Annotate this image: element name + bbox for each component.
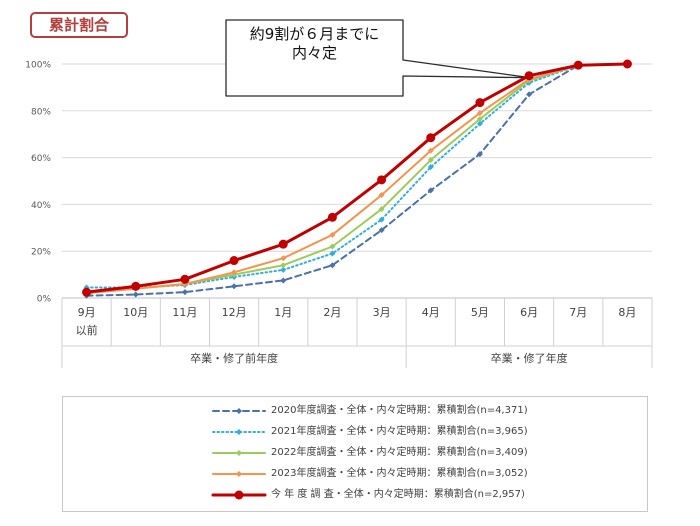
data-point	[229, 256, 239, 266]
data-point	[280, 277, 287, 284]
legend-label: 2022年度調査・全体・内々定時期：累積割合(n=3,409)	[271, 447, 528, 458]
data-point	[427, 147, 434, 154]
legend-swatch	[212, 471, 266, 477]
y-tick-label: 100%	[25, 61, 51, 71]
data-point	[132, 291, 139, 298]
x-tick-label: 2月	[323, 306, 341, 319]
x-tick-label: 8月	[618, 306, 636, 319]
callout-bubble	[225, 19, 531, 97]
data-point	[378, 192, 385, 199]
data-point	[82, 287, 92, 297]
y-tick-label: 20%	[31, 248, 51, 258]
data-point	[378, 216, 385, 223]
series-line	[85, 63, 629, 289]
data-point	[329, 243, 336, 250]
data-point	[524, 71, 534, 81]
data-point	[327, 212, 337, 222]
x-tick-label: 6月	[520, 306, 538, 319]
series-line	[85, 63, 629, 295]
series-line	[85, 63, 629, 297]
legend-swatch-marker	[236, 408, 242, 414]
data-point	[131, 281, 141, 291]
data-point	[427, 187, 434, 194]
data-point	[526, 91, 533, 98]
data-point	[378, 206, 385, 213]
legend-swatch	[211, 490, 267, 500]
data-point	[476, 110, 483, 117]
legend-swatch	[212, 450, 266, 456]
series-line	[85, 63, 629, 295]
data-point	[231, 269, 238, 276]
cumulative-ratio-badge: 累計割合	[30, 12, 128, 38]
data-point	[378, 227, 385, 234]
callout-text: 約9割が６月までに 内々定	[232, 25, 397, 63]
data-point	[329, 231, 336, 238]
x-tick-label: 3月	[373, 306, 391, 319]
x-tick-label: 11月	[172, 306, 197, 319]
y-tick-label: 60%	[31, 154, 51, 164]
legend-swatch-marker	[236, 450, 242, 456]
data-point	[475, 98, 485, 108]
data-point	[181, 289, 188, 296]
data-point	[427, 163, 434, 170]
data-point	[476, 115, 483, 122]
x-tick-label: 1月	[274, 306, 292, 319]
data-point	[278, 239, 288, 249]
data-point	[476, 151, 483, 158]
y-tick-label: 40%	[31, 201, 51, 211]
legend-label: 2021年度調査・全体・内々定時期：累積割合(n=3,965)	[271, 426, 528, 437]
data-point	[427, 156, 434, 163]
callout-line-2: 内々定	[291, 44, 337, 62]
x-group-label: 卒業・修了前年度	[190, 351, 278, 365]
gridlines	[62, 63, 652, 299]
data-point	[426, 133, 436, 143]
data-point	[476, 120, 483, 127]
legend-label: 今 年 度 調 査・全体・内々定時期：累積割合(n=2,957)	[271, 489, 525, 500]
x-tick-label: 9月	[78, 306, 96, 319]
callout-bubble-shape	[225, 19, 531, 97]
y-tick-label: 80%	[31, 107, 51, 117]
x-tick-label: 12月	[222, 306, 247, 319]
x-group-label: 卒業・修了年度	[491, 351, 568, 365]
callout-line-1: 約9割が６月までに	[249, 25, 380, 43]
data-point	[573, 60, 583, 70]
x-tick-label: 10月	[123, 306, 148, 319]
legend-swatch-marker	[236, 429, 242, 435]
data-point	[280, 266, 287, 273]
x-tick-label: 7月	[569, 306, 587, 319]
data-point	[280, 255, 287, 262]
data-point	[329, 250, 336, 257]
series-lines	[82, 59, 632, 299]
data-point	[180, 274, 190, 284]
legend-label: 2023年度調査・全体・内々定時期：累積割合(n=3,052)	[271, 468, 528, 479]
x-tick-label: 以前	[76, 323, 98, 337]
data-point	[280, 262, 287, 269]
data-point	[329, 262, 336, 269]
legend-swatch-marker	[234, 490, 244, 500]
data-point	[377, 175, 387, 185]
x-tick-label: 4月	[422, 306, 440, 319]
legend-swatch	[212, 408, 266, 414]
legend-swatch	[212, 429, 266, 435]
data-point	[231, 283, 238, 290]
x-tick-label: 5月	[471, 306, 489, 319]
data-point	[622, 59, 632, 69]
y-tick-label: 0%	[37, 295, 52, 305]
y-axis: 0% 20% 40% 60% 80% 100%	[25, 61, 51, 305]
legend-label: 2020年度調査・全体・内々定時期：累積割合(n=4,371)	[271, 405, 528, 416]
series-line	[85, 62, 629, 294]
chart-legend: 2020年度調査・全体・内々定時期：累積割合(n=4,371) 2021年度調査・…	[62, 396, 648, 512]
legend-swatch-marker	[236, 471, 242, 477]
